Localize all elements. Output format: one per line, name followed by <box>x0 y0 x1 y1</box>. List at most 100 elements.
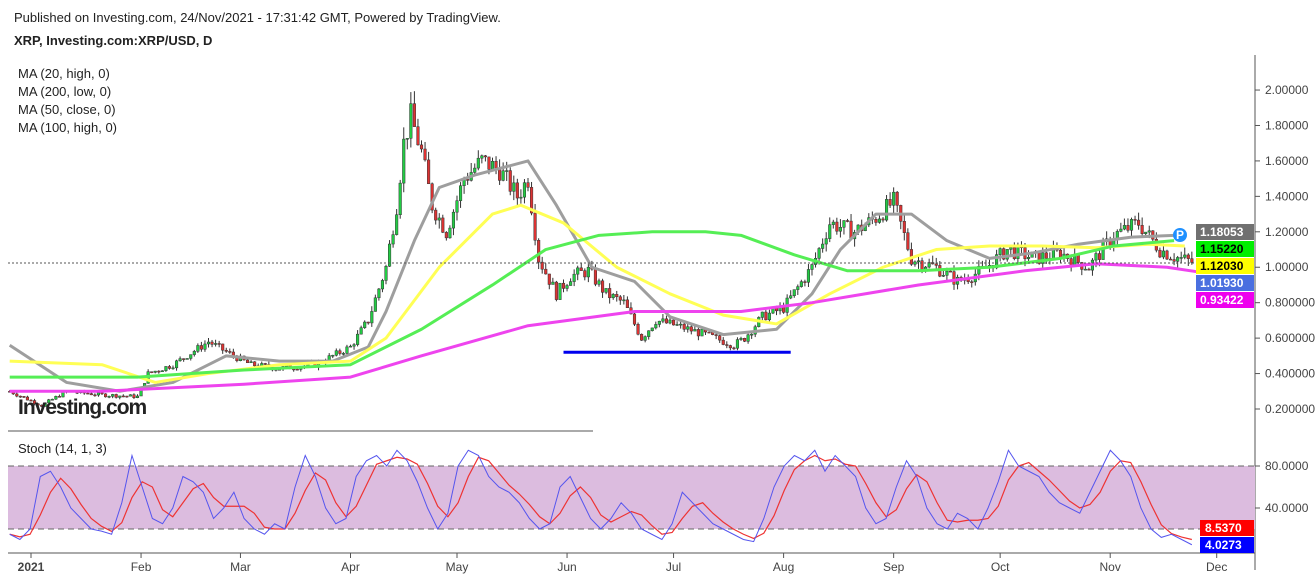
candle-up <box>746 334 750 342</box>
candle-up <box>391 234 395 245</box>
candle-down <box>895 191 899 206</box>
legend-ma20: MA (20, high, 0) <box>18 66 110 81</box>
candle-down <box>150 371 154 373</box>
candle-up <box>1129 219 1134 231</box>
candle-up <box>558 282 562 300</box>
candle-up <box>1083 268 1087 271</box>
candle-up <box>1016 245 1020 259</box>
candle-up <box>569 281 573 286</box>
candle-up <box>455 200 459 213</box>
candle-down <box>906 232 910 250</box>
price-tick-label: 1.20000 <box>1265 225 1309 239</box>
candle-down <box>419 144 424 150</box>
candle-up <box>604 288 608 293</box>
candle-down <box>182 358 186 360</box>
candle-down <box>441 217 445 233</box>
candle-down <box>253 361 257 367</box>
stoch-tick-label: 80.0000 <box>1265 459 1309 473</box>
candle-up <box>345 346 349 354</box>
candle-up <box>214 343 218 345</box>
candle-down <box>874 218 878 223</box>
price-tick-label: 1.40000 <box>1265 189 1309 203</box>
stoch-tag: 8.5370 <box>1205 521 1242 535</box>
candle-up <box>189 354 193 359</box>
candle-up <box>817 248 821 259</box>
candle-up <box>196 345 200 352</box>
time-tick-label: 2021 <box>18 560 45 574</box>
candle-down <box>125 395 129 398</box>
candle-up <box>107 396 111 398</box>
candle-up <box>490 160 495 170</box>
price-tag: 1.18053 <box>1200 225 1244 239</box>
candles <box>8 91 1194 408</box>
publish-info: Published on Investing.com, 24/Nov/2021 … <box>14 10 501 25</box>
candle-down <box>689 326 693 332</box>
candle-down <box>1186 254 1190 259</box>
candle-down <box>217 343 221 345</box>
price-tag: 1.01930 <box>1200 276 1244 290</box>
candle-down <box>25 396 29 401</box>
candle-up <box>739 338 743 340</box>
candle-down <box>104 393 108 398</box>
price-tag-bg <box>1196 292 1254 308</box>
candle-down <box>132 394 136 398</box>
candle-down <box>601 280 605 293</box>
candle-down <box>100 392 104 395</box>
candle-down <box>583 270 587 278</box>
candle-up <box>824 238 828 245</box>
candle-up <box>249 361 253 364</box>
candle-down <box>423 148 427 161</box>
legend-ma100: MA (100, high, 0) <box>18 120 117 135</box>
price-tick-label: 1.80000 <box>1265 118 1309 132</box>
candle-up <box>398 182 402 215</box>
ma-line <box>9 230 1175 379</box>
candle-down <box>228 351 232 353</box>
ma-line <box>9 262 1203 393</box>
stoch-band <box>8 466 1255 529</box>
candle-up <box>767 312 771 321</box>
candle-down <box>881 218 885 221</box>
candle-down <box>224 349 228 352</box>
candle-down <box>246 359 250 363</box>
candle-up <box>998 248 1002 255</box>
candle-up <box>1161 250 1166 258</box>
price-tick-label: 0.200000 <box>1265 402 1315 416</box>
candle-up <box>206 341 211 345</box>
time-tick-label: Jul <box>666 560 681 574</box>
candle-down <box>593 268 598 285</box>
candle-up <box>877 218 882 223</box>
price-tag: 1.12030 <box>1200 259 1244 273</box>
time-tick-label: Sep <box>883 560 905 574</box>
candle-up <box>913 261 917 265</box>
candle-down <box>608 288 612 299</box>
symbol-title: XRP, Investing.com:XRP/USD, D <box>14 33 213 48</box>
candle-down <box>845 220 850 222</box>
candle-up <box>700 328 704 337</box>
candle-up <box>373 297 377 312</box>
candle-up <box>572 273 576 282</box>
time-tick-label: Mar <box>230 560 251 574</box>
candle-down <box>948 270 953 273</box>
candle-down <box>1190 258 1194 263</box>
candle-up <box>611 294 615 299</box>
candle-up <box>118 395 122 398</box>
candle-down <box>1165 250 1169 260</box>
candle-down <box>952 271 956 285</box>
candle-down <box>515 182 519 199</box>
time-tick-label: Oct <box>991 560 1010 574</box>
candle-up <box>388 243 392 267</box>
candle-down <box>1172 259 1176 262</box>
candle-up <box>1119 228 1123 232</box>
candle-down <box>487 156 491 170</box>
candle-down <box>33 400 37 405</box>
candle-up <box>735 339 740 349</box>
candle-up <box>657 320 661 325</box>
candle-up <box>892 191 896 206</box>
candle-up <box>171 367 175 370</box>
candle-down <box>718 335 722 341</box>
candle-down <box>764 311 768 321</box>
candle-down <box>1137 219 1141 226</box>
candle-down <box>721 339 725 345</box>
candle-down <box>725 344 729 346</box>
